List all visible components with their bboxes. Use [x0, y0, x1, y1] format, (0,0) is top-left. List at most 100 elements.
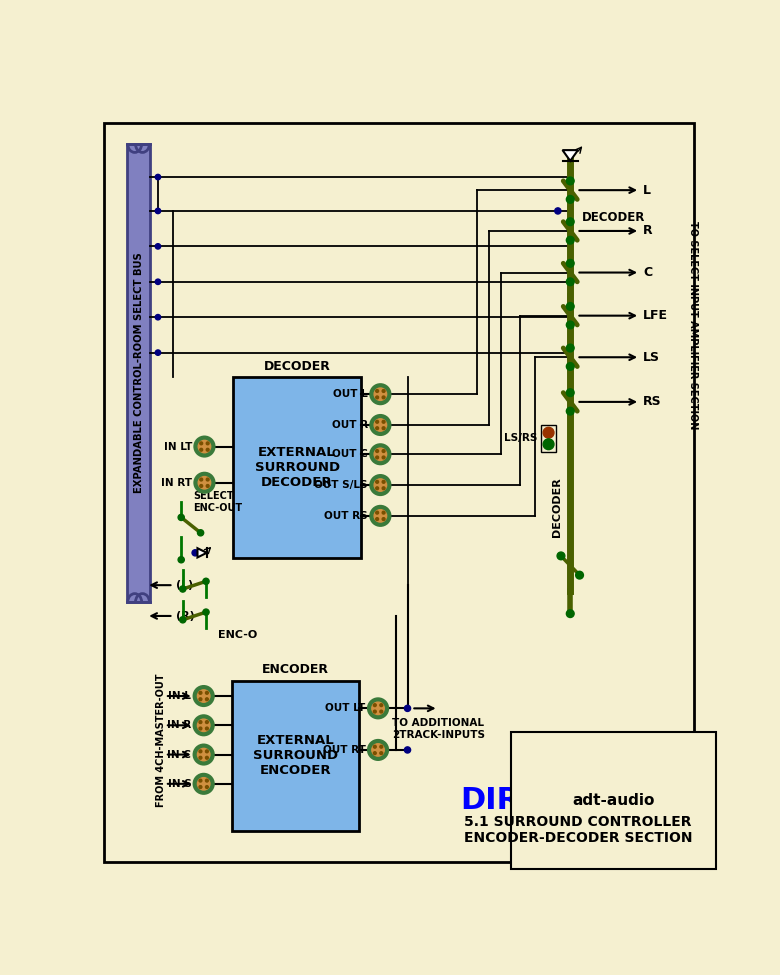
- Circle shape: [193, 716, 214, 735]
- Text: OUT RT: OUT RT: [323, 745, 366, 755]
- Circle shape: [566, 344, 574, 352]
- Text: OUT C: OUT C: [332, 449, 368, 459]
- Circle shape: [199, 779, 202, 782]
- Circle shape: [155, 350, 161, 355]
- Circle shape: [197, 749, 210, 761]
- Circle shape: [372, 744, 385, 757]
- Circle shape: [376, 427, 378, 430]
- Circle shape: [543, 427, 554, 438]
- Circle shape: [566, 302, 574, 310]
- Circle shape: [382, 427, 385, 430]
- Circle shape: [566, 363, 574, 370]
- Circle shape: [155, 279, 161, 285]
- FancyBboxPatch shape: [104, 123, 694, 862]
- Circle shape: [380, 752, 383, 755]
- Text: FROM 4CH-MASTER-OUT: FROM 4CH-MASTER-OUT: [156, 673, 166, 806]
- Text: L: L: [643, 183, 651, 197]
- Circle shape: [380, 745, 383, 748]
- Circle shape: [206, 478, 209, 481]
- Circle shape: [376, 396, 378, 399]
- Circle shape: [376, 390, 378, 392]
- FancyBboxPatch shape: [232, 681, 360, 831]
- Text: SELECT
ENC-OUT: SELECT ENC-OUT: [193, 491, 242, 513]
- Circle shape: [205, 757, 208, 760]
- Circle shape: [376, 456, 378, 459]
- Circle shape: [206, 448, 209, 451]
- Text: (L): (L): [176, 580, 193, 590]
- Text: IN S: IN S: [168, 779, 191, 789]
- Circle shape: [206, 485, 209, 488]
- Circle shape: [155, 244, 161, 249]
- Polygon shape: [197, 548, 207, 558]
- Circle shape: [370, 506, 391, 526]
- Circle shape: [376, 487, 378, 489]
- Circle shape: [380, 710, 383, 713]
- Text: EXTERNAL
SURROUND
DECODER: EXTERNAL SURROUND DECODER: [254, 447, 339, 489]
- Circle shape: [205, 698, 208, 701]
- Circle shape: [194, 437, 215, 456]
- Circle shape: [206, 442, 209, 445]
- Circle shape: [404, 705, 410, 712]
- Circle shape: [374, 704, 376, 707]
- Circle shape: [404, 747, 410, 753]
- Circle shape: [382, 481, 385, 484]
- Circle shape: [374, 752, 376, 755]
- Circle shape: [370, 415, 391, 435]
- Text: IN RT: IN RT: [161, 478, 192, 488]
- Circle shape: [376, 449, 378, 452]
- Text: IN L: IN L: [168, 691, 191, 701]
- Text: DECODER: DECODER: [264, 360, 331, 373]
- Circle shape: [199, 786, 202, 789]
- Circle shape: [193, 686, 214, 706]
- Circle shape: [372, 702, 385, 715]
- Circle shape: [382, 420, 385, 423]
- Circle shape: [376, 420, 378, 423]
- Text: R: R: [643, 224, 653, 238]
- Circle shape: [193, 745, 214, 764]
- Circle shape: [197, 778, 210, 790]
- Circle shape: [200, 448, 203, 451]
- Circle shape: [566, 196, 574, 203]
- Circle shape: [155, 175, 161, 179]
- Circle shape: [192, 550, 198, 556]
- Circle shape: [374, 510, 387, 522]
- Circle shape: [199, 750, 202, 753]
- Text: LFE: LFE: [643, 309, 668, 322]
- FancyBboxPatch shape: [233, 377, 361, 559]
- Text: DECODER: DECODER: [552, 477, 562, 536]
- Circle shape: [203, 609, 209, 615]
- Circle shape: [376, 518, 378, 521]
- Circle shape: [374, 745, 376, 748]
- Circle shape: [382, 390, 385, 392]
- Circle shape: [194, 473, 215, 492]
- Circle shape: [566, 259, 574, 267]
- Circle shape: [566, 321, 574, 329]
- Text: OUT S/LS: OUT S/LS: [314, 480, 368, 490]
- Circle shape: [198, 477, 211, 488]
- Text: ENCODER: ENCODER: [262, 663, 329, 677]
- Circle shape: [382, 518, 385, 521]
- Text: EXPANDABLE CONTROL-ROOM SELECT BUS: EXPANDABLE CONTROL-ROOM SELECT BUS: [133, 253, 144, 493]
- Circle shape: [179, 586, 186, 592]
- Circle shape: [374, 479, 387, 491]
- Circle shape: [179, 617, 186, 623]
- Circle shape: [200, 442, 203, 445]
- Circle shape: [198, 441, 211, 452]
- Circle shape: [566, 389, 574, 397]
- Circle shape: [382, 449, 385, 452]
- Circle shape: [199, 691, 202, 694]
- Circle shape: [370, 384, 391, 405]
- Text: IN R: IN R: [167, 721, 191, 730]
- Circle shape: [370, 445, 391, 464]
- Circle shape: [205, 691, 208, 694]
- Circle shape: [376, 511, 378, 514]
- Circle shape: [566, 408, 574, 415]
- Circle shape: [178, 515, 184, 521]
- Text: LS/RS: LS/RS: [505, 433, 537, 443]
- Text: OUT L: OUT L: [333, 389, 368, 399]
- Text: ENCODER-DECODER SECTION: ENCODER-DECODER SECTION: [464, 831, 693, 844]
- Circle shape: [193, 774, 214, 794]
- Text: LS: LS: [643, 351, 660, 364]
- Circle shape: [205, 750, 208, 753]
- Text: TO SELECT INPUT AMPLIFIER SECTION: TO SELECT INPUT AMPLIFIER SECTION: [688, 220, 697, 429]
